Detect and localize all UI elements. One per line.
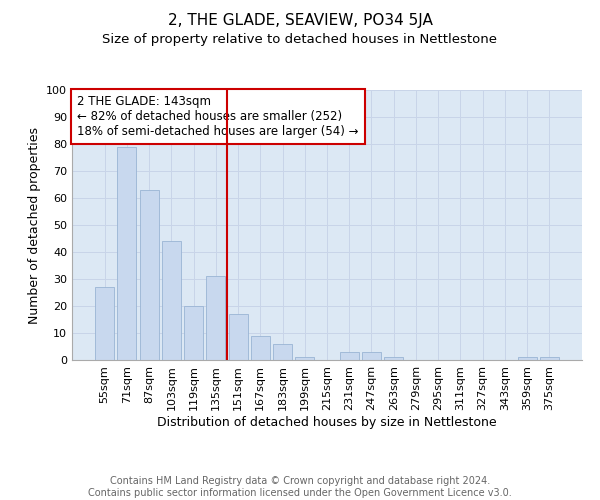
Y-axis label: Number of detached properties: Number of detached properties	[28, 126, 41, 324]
Bar	[340, 352, 359, 360]
Bar	[384, 358, 403, 360]
X-axis label: Distribution of detached houses by size in Nettlestone: Distribution of detached houses by size …	[157, 416, 497, 428]
Bar	[295, 358, 314, 360]
Text: Contains HM Land Registry data © Crown copyright and database right 2024.
Contai: Contains HM Land Registry data © Crown c…	[88, 476, 512, 498]
Bar	[95, 287, 114, 360]
Text: 2 THE GLADE: 143sqm
← 82% of detached houses are smaller (252)
18% of semi-detac: 2 THE GLADE: 143sqm ← 82% of detached ho…	[77, 96, 359, 138]
Bar	[162, 241, 181, 360]
Bar	[362, 352, 381, 360]
Bar	[229, 314, 248, 360]
Text: Size of property relative to detached houses in Nettlestone: Size of property relative to detached ho…	[103, 32, 497, 46]
Bar	[251, 336, 270, 360]
Bar	[184, 306, 203, 360]
Bar	[273, 344, 292, 360]
Bar	[140, 190, 158, 360]
Bar	[540, 358, 559, 360]
Bar	[518, 358, 536, 360]
Text: 2, THE GLADE, SEAVIEW, PO34 5JA: 2, THE GLADE, SEAVIEW, PO34 5JA	[167, 12, 433, 28]
Bar	[118, 146, 136, 360]
Bar	[206, 276, 225, 360]
